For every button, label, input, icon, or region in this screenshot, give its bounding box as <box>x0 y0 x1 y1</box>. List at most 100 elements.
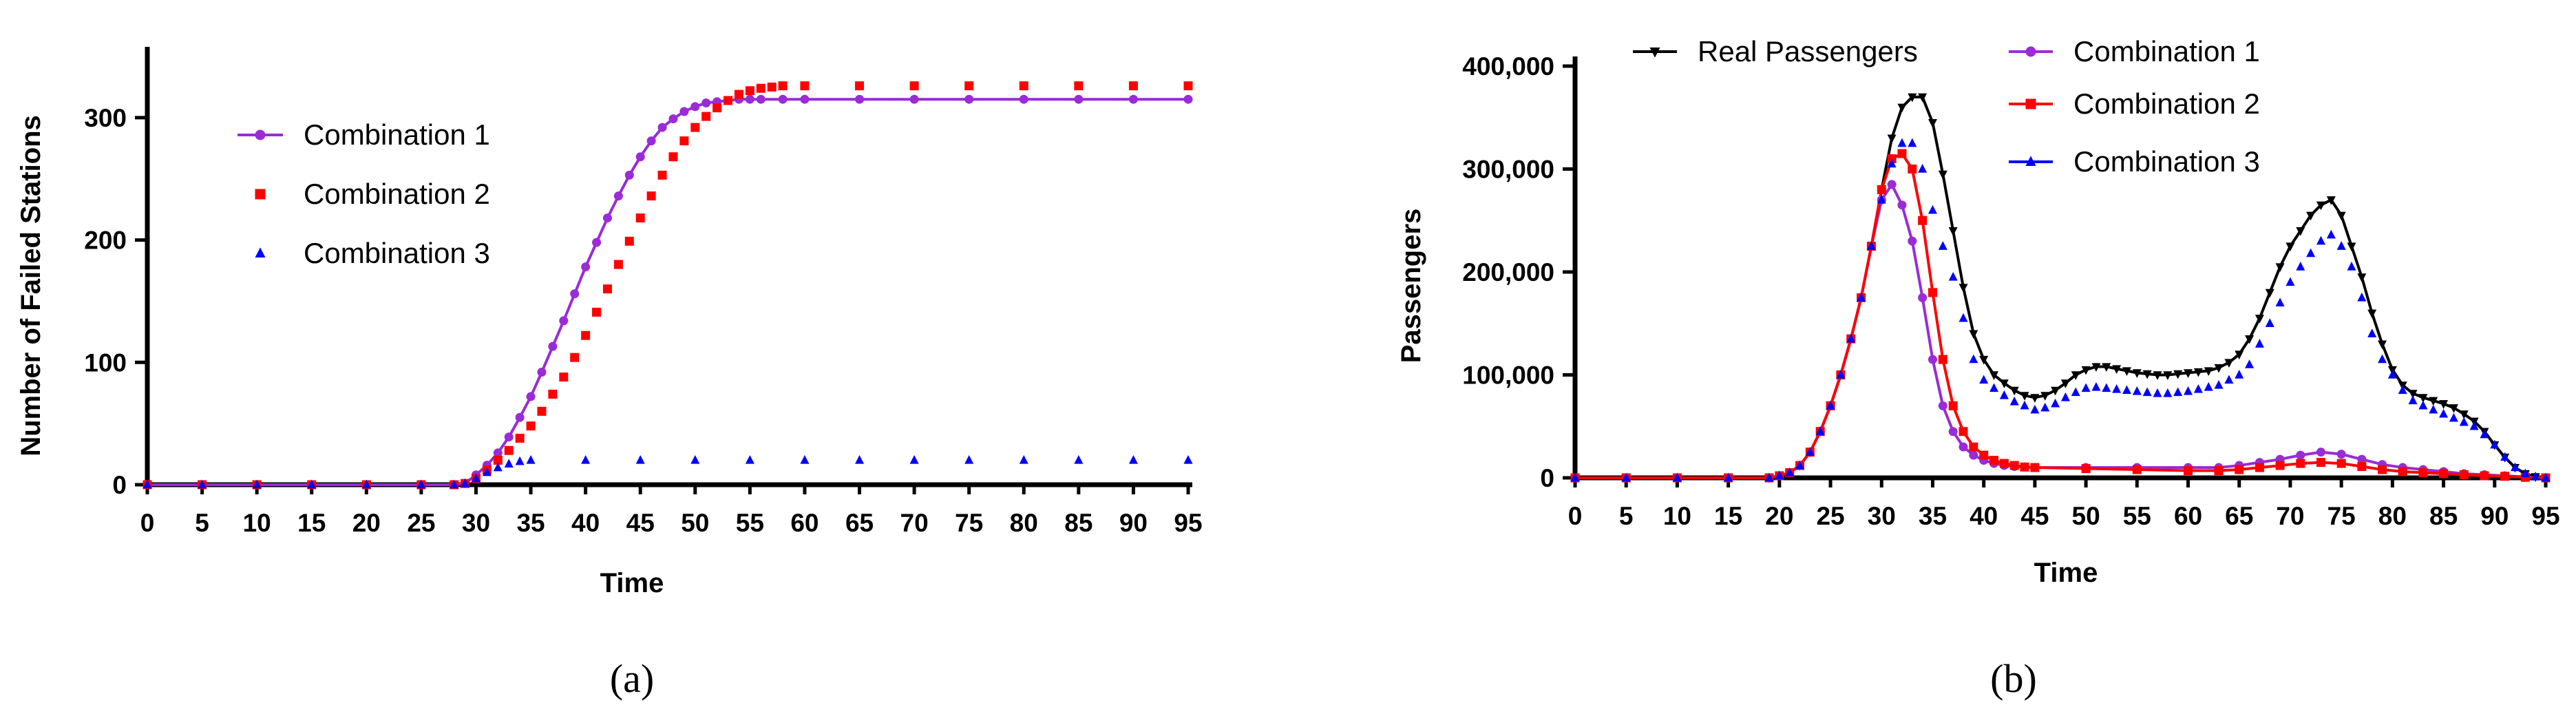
chart-b-point-real-passengers <box>2081 366 2091 375</box>
chart-a-point-combination-3 <box>581 454 591 464</box>
chart-a-point-combination-1 <box>745 94 754 104</box>
chart-b-point-combination-3 <box>1959 313 1968 322</box>
chart-a-legend-label: Combination 3 <box>304 237 490 269</box>
chart-a-x-tick-label: 55 <box>736 509 764 537</box>
chart-a-point-combination-3 <box>450 479 459 489</box>
chart-a-point-combination-2 <box>690 123 700 132</box>
chart-b-point-combination-2 <box>2459 470 2469 480</box>
chart-b-point-combination-3 <box>2531 472 2540 481</box>
chart-b-legend-label: Combination 2 <box>2073 87 2260 120</box>
chart-a-point-combination-3 <box>504 459 514 468</box>
chart-b-point-combination-1 <box>1887 180 1897 189</box>
chart-a-point-combination-1 <box>592 238 602 247</box>
chart-b-point-combination-3 <box>2255 339 2264 348</box>
chart-a-point-combination-3 <box>909 454 919 464</box>
chart-b-point-real-passengers <box>2051 386 2060 396</box>
chart-a-point-combination-1 <box>646 136 656 146</box>
chart-b-point-real-passengers <box>2060 379 2070 388</box>
chart-b-x-tick-label: 80 <box>2378 502 2407 530</box>
chart-b-point-combination-3 <box>1989 383 1999 392</box>
chart-a-point-combination-2 <box>613 260 623 269</box>
chart-a-point-combination-1 <box>657 123 667 132</box>
chart-a-point-combination-1 <box>855 94 865 104</box>
chart-a-point-combination-2 <box>767 82 777 92</box>
chart-b-point-combination-3 <box>1570 472 1580 482</box>
chart-a-point-combination-2 <box>646 191 656 201</box>
chart-b-point-combination-1 <box>1948 427 1958 437</box>
chart-b-axes: 0 5 10 15 20 25 30 35 40 45 50 55 60 65 70 75 80 85 90 95 0 1… <box>1462 52 2559 530</box>
chart-b-point-combination-3 <box>2184 386 2193 395</box>
chart-b-x-tick-label: 30 <box>1868 502 1896 530</box>
chart-b-x-tick-label: 0 <box>1568 502 1583 530</box>
chart-a-legend-label: Combination 1 <box>304 118 490 151</box>
chart-b-point-combination-2 <box>2398 467 2407 476</box>
chart-a-point-combination-1 <box>515 412 525 422</box>
chart-a-point-combination-3 <box>526 454 536 464</box>
chart-a-point-combination-3 <box>361 479 371 489</box>
chart-b-point-real-passengers <box>2071 371 2080 380</box>
chart-b-point-combination-3 <box>1979 375 1989 384</box>
chart-b-point-combination-3 <box>2173 387 2183 397</box>
chart-b-point-real-passengers <box>2439 400 2449 409</box>
chart-a-point-combination-3 <box>461 478 470 487</box>
chart-a-point-combination-2 <box>1183 81 1193 91</box>
chart-b-x-tick-label: 20 <box>1765 502 1793 530</box>
chart-b-x-tick-label: 5 <box>1619 502 1634 530</box>
chart-b-x-tick-label: 50 <box>2072 502 2100 530</box>
chart-b-x-tick-label: 65 <box>2225 502 2253 530</box>
chart-a-point-combination-1 <box>613 191 623 201</box>
chart-a-x-tick-label: 30 <box>462 509 490 537</box>
chart-b-point-combination-3 <box>1764 472 1774 482</box>
chart-b-point-combination-1 <box>1928 355 1937 364</box>
chart-b-point-real-passengers <box>2102 363 2111 372</box>
chart-a-point-combination-2 <box>778 81 788 91</box>
chart-b-ylabel: Passengers <box>1396 209 1426 364</box>
chart-a-legend-entry-combination-1: Combination 1 <box>237 118 490 151</box>
chart-a-point-combination-2 <box>679 136 689 146</box>
chart-a-x-tick-label: 10 <box>243 509 271 537</box>
chart-b-legend-entry-real-passengers: Real Passengers <box>1633 35 1918 67</box>
chart-b-point-combination-3 <box>2030 404 2040 414</box>
chart-a-point-combination-3 <box>1128 454 1138 464</box>
chart-b-point-combination-3 <box>1918 164 1928 173</box>
chart-b-point-combination-3 <box>2071 387 2080 397</box>
chart-b-point-real-passengers <box>2296 227 2305 236</box>
chart-a-point-combination-3 <box>964 454 974 464</box>
chart-a-point-combination-2 <box>526 421 536 431</box>
chart-b-legend-marker <box>2025 46 2036 57</box>
chart-b-point-combination-3 <box>2245 359 2255 368</box>
chart-b-point-combination-3 <box>2009 396 2019 406</box>
chart-b-point-combination-3 <box>2122 385 2131 395</box>
chart-a-legend-marker <box>255 247 266 258</box>
chart-a-x-tick-label: 75 <box>955 509 983 537</box>
chart-a-legend: Combination 1 Combination 2 Combination 3 <box>237 118 490 269</box>
chart-b-y-tick-label: 0 <box>1540 464 1554 492</box>
chart-a-markers <box>142 81 1193 490</box>
chart-b-point-combination-2 <box>2378 465 2387 474</box>
chart-b-point-real-passengers <box>1908 93 1917 103</box>
chart-a-point-combination-3 <box>745 454 754 464</box>
chart-b-point-combination-3 <box>1805 447 1815 456</box>
chart-b-point-real-passengers <box>2459 410 2469 419</box>
chart-b-y-tick-label: 400,000 <box>1462 52 1554 81</box>
chart-b-point-combination-2 <box>2480 471 2489 481</box>
chart-a-point-combination-3 <box>515 456 525 465</box>
chart-b-point-real-passengers <box>2449 404 2458 413</box>
chart-b-point-real-passengers <box>2275 263 2285 272</box>
chart-b-point-combination-3 <box>2142 387 2152 397</box>
chart-b-point-combination-3 <box>1621 472 1631 482</box>
chart-b-point-real-passengers <box>1938 170 1947 180</box>
chart-b-point-combination-3 <box>2408 395 2418 405</box>
chart-b-point-combination-2 <box>1918 216 1928 225</box>
chart-b-legend: Real Passengers Combination 1 Combination … <box>1633 35 2260 178</box>
chart-b-point-combination-3 <box>2510 462 2520 472</box>
chart-b-point-real-passengers <box>2030 394 2040 403</box>
chart-b-point-combination-3 <box>2357 292 2367 302</box>
chart-b-point-combination-3 <box>2285 277 2295 286</box>
chart-b-point-combination-3 <box>1857 292 1866 302</box>
chart-a-point-combination-1 <box>668 114 678 124</box>
chart-b-point-combination-2 <box>1989 456 1999 465</box>
chart-b-point-real-passengers <box>1928 119 1937 128</box>
chart-a-legend-marker <box>255 189 266 200</box>
